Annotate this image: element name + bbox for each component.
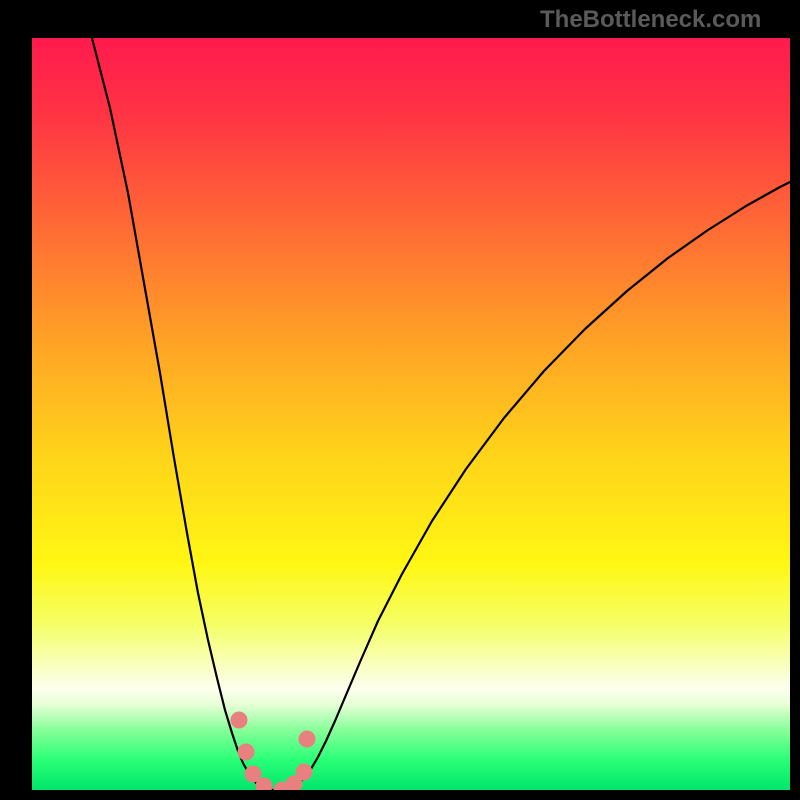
curve-markers xyxy=(231,712,315,790)
watermark-text: TheBottleneck.com xyxy=(540,6,761,34)
curve-layer xyxy=(32,38,790,790)
marker-dot xyxy=(296,764,312,780)
marker-dot xyxy=(231,712,247,728)
plot-area xyxy=(32,38,790,790)
marker-dot xyxy=(256,778,272,790)
v-curve xyxy=(92,38,790,790)
marker-dot xyxy=(299,731,315,747)
chart-frame: { "canvas": { "width": 800, "height": 80… xyxy=(0,0,800,800)
marker-dot xyxy=(238,744,254,760)
